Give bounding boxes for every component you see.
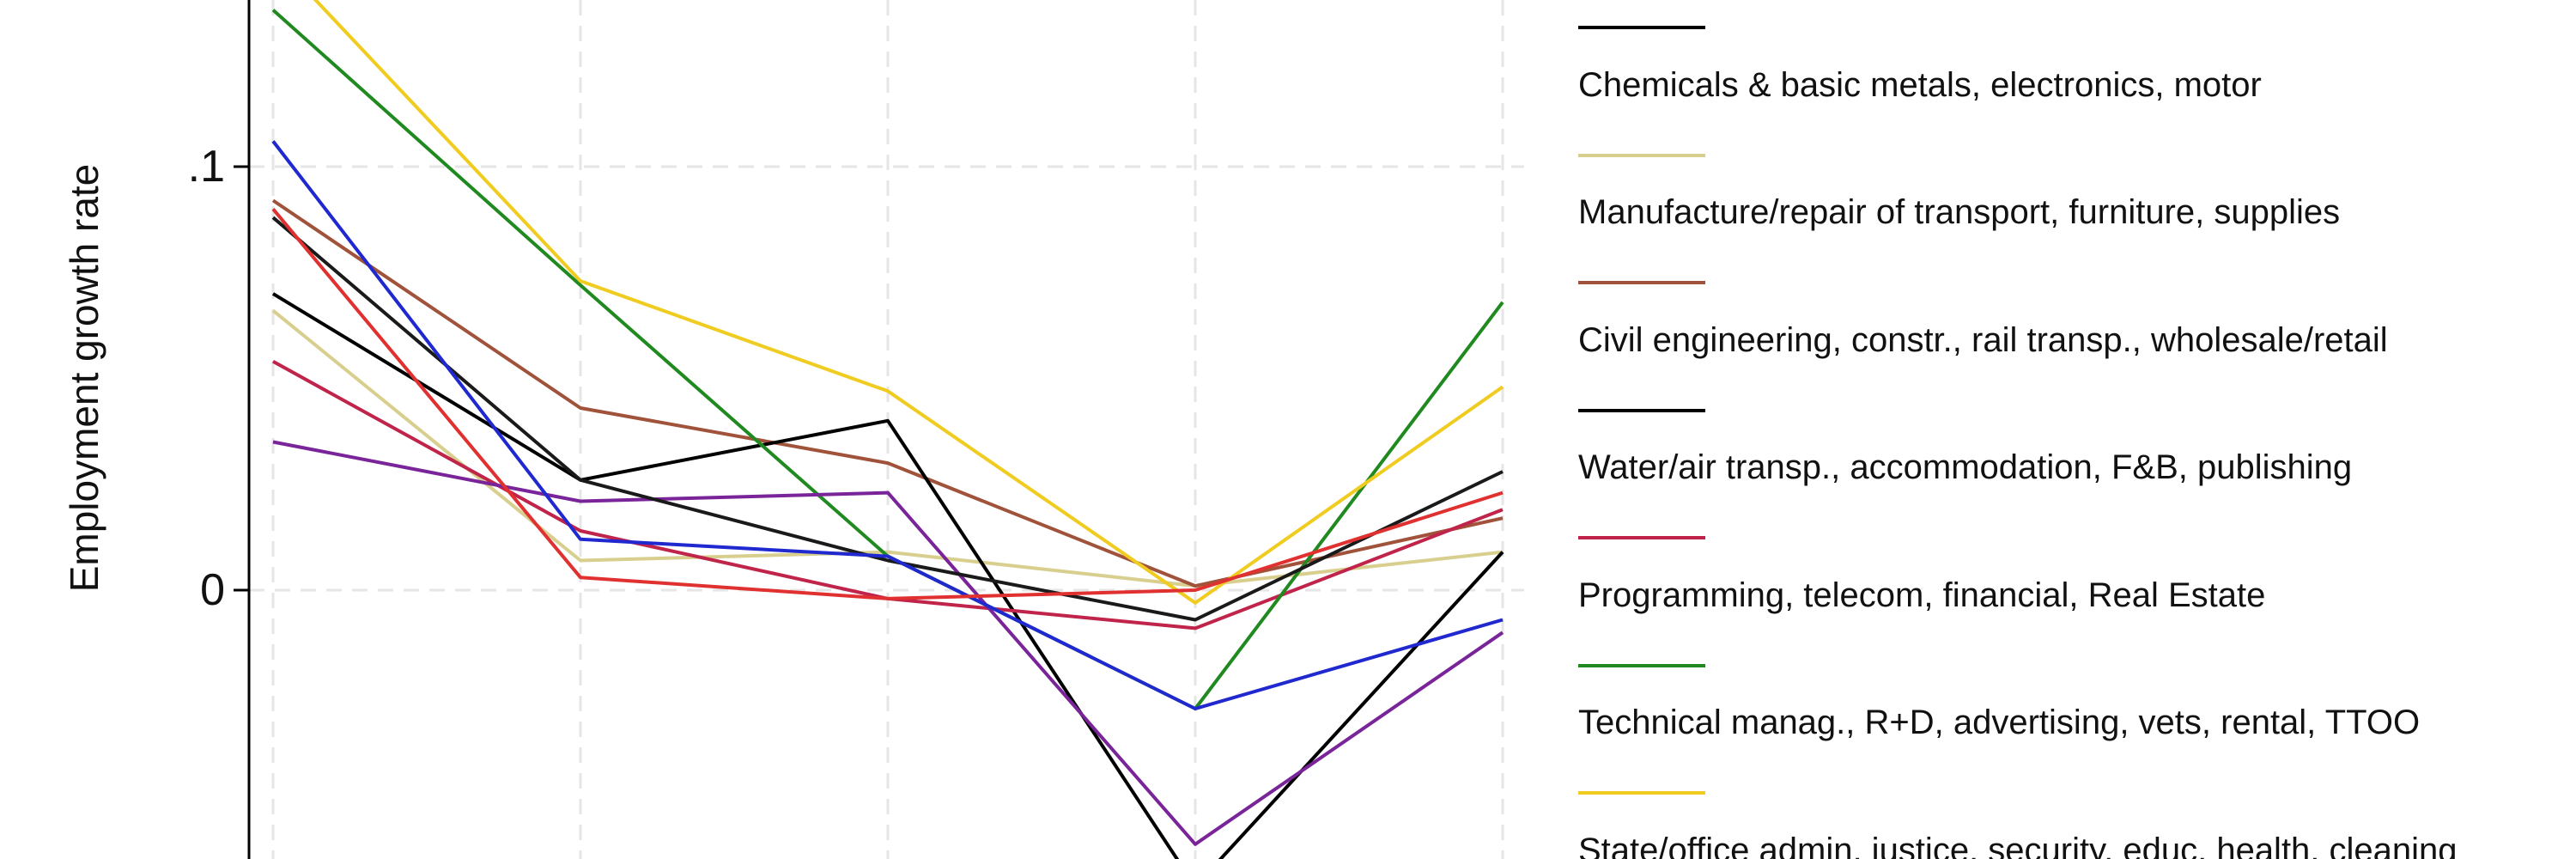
legend-swatch [1578,408,1705,412]
legend-swatch [1578,153,1705,157]
series-line-9 [271,140,1504,710]
legend-label: State/office admin, justice, security, e… [1578,831,2458,859]
legend-item: Programming, telecom, financial, Real Es… [1578,0,2576,859]
legend-swatch [1578,663,1705,667]
series-line-10 [271,208,1504,600]
series-line-7 [272,440,1504,846]
legend-label: Programming, telecom, financial, Real Es… [1578,576,2266,614]
legend-item: Manufacture/repair of transport, furnitu… [1578,0,2576,859]
legend-swatch [1578,536,1705,539]
legend-item [1578,0,2576,859]
plot-area: .1 0 [188,0,1524,859]
y-axis-label: Employment growth rate [62,163,106,593]
series-line-8 [271,216,1504,622]
series-lines [271,0,1504,859]
series-line-6 [313,0,1504,605]
legend: Chemicals & basic metals, electronics, m… [1578,0,2576,859]
legend-swatch [1578,281,1705,284]
y-tick-label-2: 0 [200,565,225,615]
legend-label: Water/air transp., accommodation, F&B, p… [1578,448,2353,486]
legend-swatch [1578,26,1705,29]
grid [249,0,1524,859]
legend-swatch [1578,791,1705,795]
y-tick-label-1: .1 [188,142,225,192]
legend-item: Civil engineering, constr., rail transp.… [1578,0,2576,859]
legend-item: State/office admin, justice, security, e… [1578,0,2576,859]
legend-item: Technical manag., R+D, advertising, vets… [1578,0,2576,859]
legend-item: Chemicals & basic metals, electronics, m… [1578,0,2576,859]
legend-label: Chemicals & basic metals, electronics, m… [1578,65,2262,104]
legend-label: Manufacture/repair of transport, furnitu… [1578,193,2341,231]
y-axis: .1 0 [188,0,251,859]
legend-label: Civil engineering, constr., rail transp.… [1578,320,2388,359]
series-line-2 [271,198,1504,588]
legend-item: Water/air transp., accommodation, F&B, p… [1578,0,2576,859]
legend-label: Technical manag., R+D, advertising, vets… [1578,704,2421,741]
